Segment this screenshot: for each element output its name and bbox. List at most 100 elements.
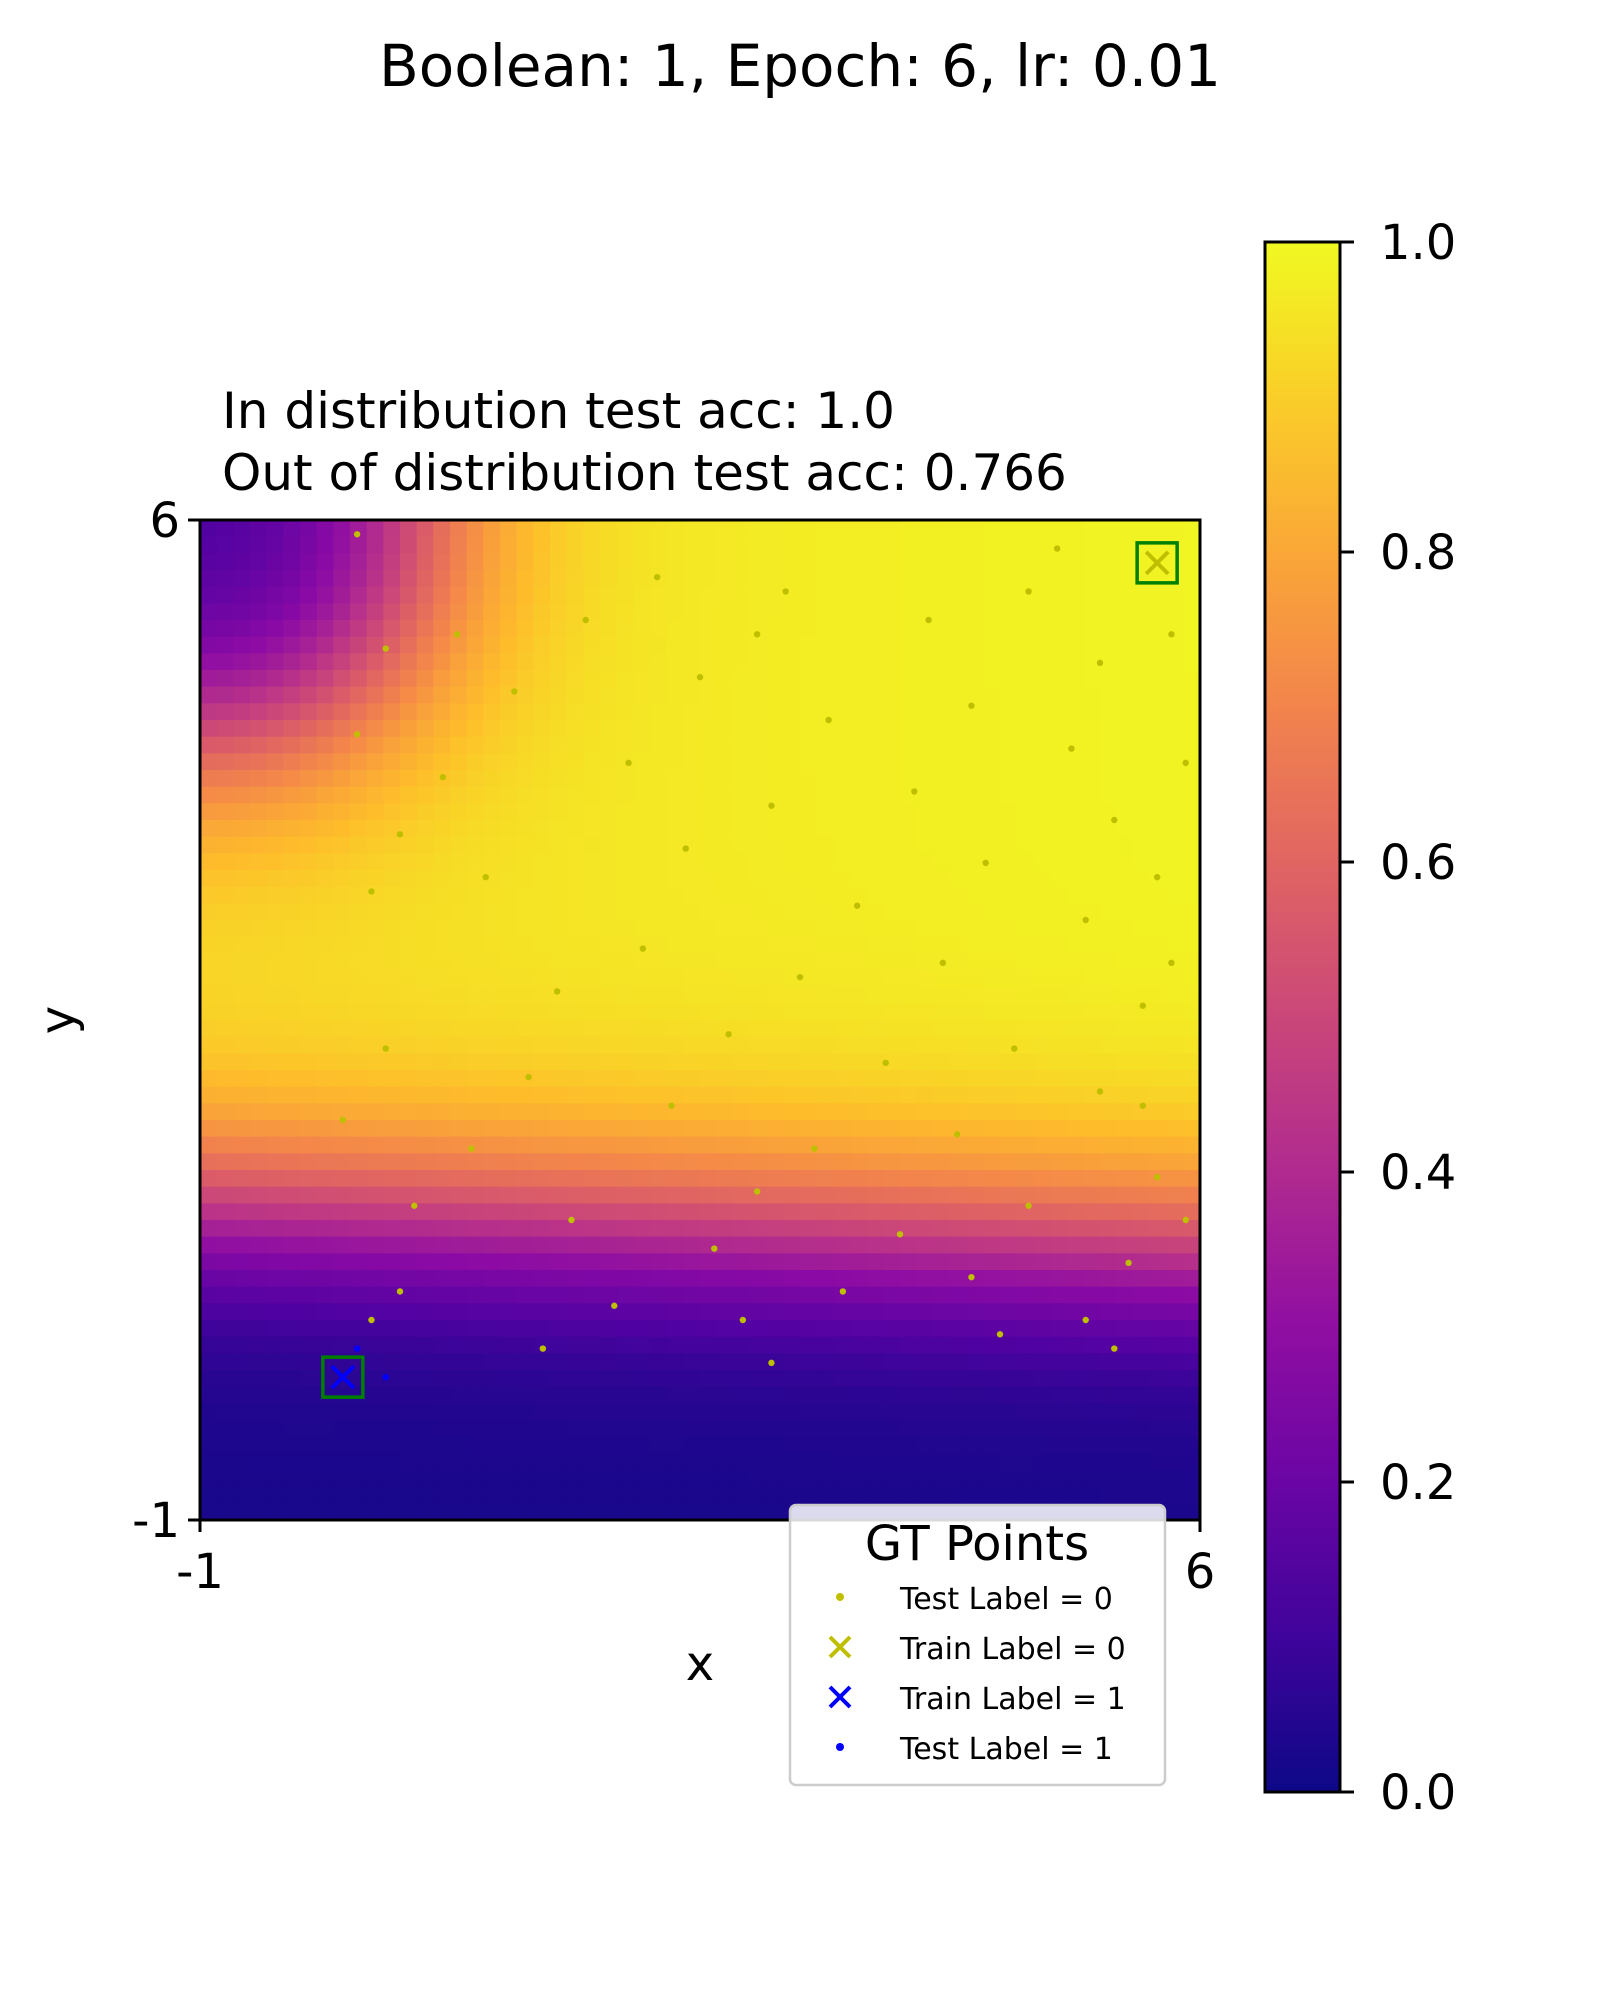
heatmap-cell (750, 1203, 768, 1221)
test-point-label-0 (1082, 1316, 1089, 1324)
heatmap-cell (333, 570, 351, 588)
heatmap-cell (733, 1286, 751, 1304)
heatmap-cell (1150, 1186, 1168, 1204)
heatmap-cell (750, 1170, 768, 1188)
heatmap-cell (400, 1220, 418, 1238)
heatmap-cell (1150, 1236, 1168, 1254)
heatmap-cell (766, 786, 784, 804)
heatmap-cell (1100, 1253, 1118, 1271)
heatmap-cell (316, 636, 334, 654)
heatmap-cell (250, 770, 268, 788)
heatmap-cell (816, 670, 834, 688)
heatmap-cell (500, 736, 518, 754)
heatmap-cell (216, 1453, 234, 1471)
heatmap-cell (833, 736, 851, 754)
heatmap-cell (583, 1386, 601, 1404)
heatmap-cell (283, 936, 301, 954)
heatmap-cell (400, 1320, 418, 1338)
heatmap-cell (433, 786, 451, 804)
heatmap-cell (1150, 1470, 1168, 1488)
heatmap-cell (366, 603, 384, 621)
heatmap-cell (416, 636, 434, 654)
heatmap-cell (283, 703, 301, 721)
heatmap-cell (783, 1370, 801, 1388)
heatmap-cell (1033, 1070, 1051, 1088)
heatmap-cell (816, 1153, 834, 1171)
heatmap-cell (1083, 1453, 1101, 1471)
heatmap-cell (1033, 1386, 1051, 1404)
heatmap-cell (1183, 1170, 1200, 1188)
heatmap-cell (233, 603, 251, 621)
heatmap-cell (716, 1203, 734, 1221)
heatmap-cell (1183, 1336, 1200, 1354)
heatmap-cell (766, 753, 784, 771)
heatmap-cell (666, 736, 684, 754)
heatmap-cell (333, 886, 351, 904)
heatmap-cell (1133, 1020, 1151, 1038)
heatmap-cell (616, 1336, 634, 1354)
heatmap-cell (566, 1086, 584, 1104)
heatmap-cell (283, 520, 301, 538)
heatmap-cell (550, 1503, 568, 1520)
heatmap-cell (400, 1370, 418, 1388)
heatmap-cell (900, 753, 918, 771)
heatmap-cell (800, 686, 818, 704)
heatmap-cell (400, 1103, 418, 1121)
heatmap-cell (700, 1003, 718, 1021)
heatmap-cell (783, 620, 801, 638)
heatmap-cell (350, 870, 368, 888)
heatmap-cell (950, 536, 968, 554)
heatmap-cell (500, 1320, 518, 1338)
heatmap-cell (966, 853, 984, 871)
heatmap-cell (733, 1170, 751, 1188)
heatmap-cell (816, 553, 834, 571)
heatmap-cell (366, 1436, 384, 1454)
heatmap-cell (500, 1286, 518, 1304)
heatmap-cell (1083, 603, 1101, 621)
heatmap-cell (766, 920, 784, 938)
heatmap-cell (750, 836, 768, 854)
heatmap-cell (933, 1420, 951, 1438)
heatmap-cell (1066, 1053, 1084, 1071)
heatmap-cell (783, 720, 801, 738)
heatmap-cell (533, 1270, 551, 1288)
heatmap-cell (533, 986, 551, 1004)
heatmap-cell (633, 1170, 651, 1188)
heatmap-cell (750, 1236, 768, 1254)
heatmap-cell (1166, 1020, 1184, 1038)
heatmap-cell (850, 753, 868, 771)
heatmap-cell (300, 803, 318, 821)
heatmap-cell (1116, 1070, 1134, 1088)
heatmap-cell (816, 736, 834, 754)
heatmap-cell (683, 1220, 701, 1238)
heatmap-cell (1166, 1153, 1184, 1171)
heatmap-cell (516, 986, 534, 1004)
heatmap-cell (583, 636, 601, 654)
heatmap-cell (916, 1053, 934, 1071)
heatmap-cell (833, 870, 851, 888)
heatmap-cell (533, 770, 551, 788)
heatmap-cell (1000, 653, 1018, 671)
heatmap-cell (233, 1303, 251, 1321)
heatmap-cell (1150, 620, 1168, 638)
heatmap-cell (1100, 970, 1118, 988)
heatmap-cell (816, 1020, 834, 1038)
heatmap-cell (400, 886, 418, 904)
heatmap-cell (383, 1370, 401, 1388)
heatmap-cell (1000, 1070, 1018, 1088)
heatmap-cell (200, 803, 218, 821)
heatmap-cell (1083, 636, 1101, 654)
heatmap-cell (716, 670, 734, 688)
heatmap-cell (933, 620, 951, 638)
heatmap-cell (1083, 970, 1101, 988)
test-point-label-0 (639, 945, 647, 952)
heatmap-cell (683, 820, 701, 838)
heatmap-cell (550, 686, 568, 704)
heatmap-cell (1133, 1170, 1151, 1188)
heatmap-cell (800, 1453, 818, 1471)
heatmap-cell (416, 803, 434, 821)
heatmap-cell (716, 1436, 734, 1454)
heatmap-cell (283, 1053, 301, 1071)
heatmap-cell (366, 753, 384, 771)
heatmap-cell (650, 903, 668, 921)
